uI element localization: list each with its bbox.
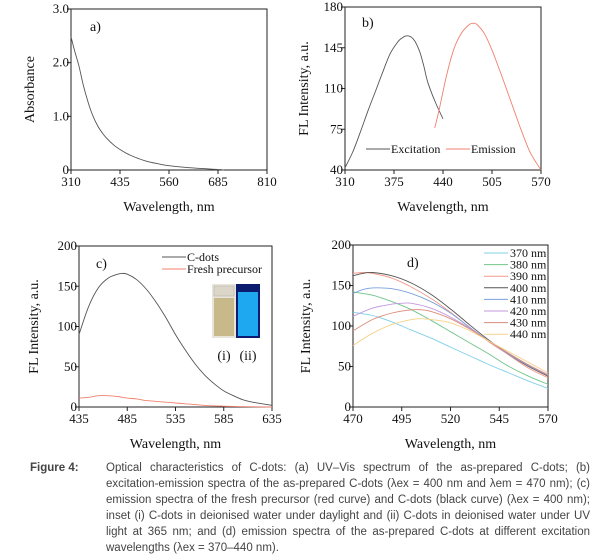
vial-i [214,298,234,336]
y-tick-label: 150 [332,278,352,293]
x-tick-label: 535 [166,411,186,426]
series-line-uv-vis [70,36,224,171]
legend-label: 430 nm [510,316,547,330]
panel-label: b) [362,16,374,31]
legend-label: 400 nm [510,281,547,295]
series-line-380-nm [352,291,549,385]
y-axis-label: FL Intensity, a.u. [297,41,312,136]
x-tick-label: 635 [262,411,282,426]
y-tick-label: 50 [338,359,351,374]
y-axis-label: Absorbance [23,56,38,123]
y-tick-label: 75 [330,121,343,136]
legend-label: C-dots [187,250,219,264]
series-line-c-dots [78,272,273,406]
series-line-fresh-precursor [78,395,273,408]
vial-i-cap [213,285,235,297]
legend-label: 410 nm [510,292,547,306]
x-tick-label: 485 [118,411,138,426]
x-tick-label: 570 [538,411,558,426]
panel-d: 470 495 520 545 570 0 50 100 150 200 Wavelength, n… [299,237,558,452]
inset-label-ii: (ii) [239,349,256,364]
y-tick-label: 200 [332,237,352,252]
caption-text: Optical characteristics of C-dots: (a) U… [106,462,590,554]
x-tick-label: 560 [159,174,179,189]
series-line-410-nm [352,287,549,376]
series-line-430-nm [352,309,549,376]
x-tick-label: 520 [441,411,461,426]
x-axis-label: Wavelength, nm [397,200,489,215]
panel-a: 310 435 560 685 810 0 1.0 2.0 3.0 Wavelength, nm A… [23,1,277,215]
y-tick-label: 100 [332,318,352,333]
figure-4: 310 435 560 685 810 0 1.0 2.0 3.0 Wavelength, nm A… [23,0,558,452]
legend-label: 420 nm [510,304,547,318]
caption-label: Figure 4: [30,462,79,474]
panel-c: 435 485 535 585 635 0 50 100 150 200 Wavelength, n… [27,238,282,452]
inset-label-i: (i) [217,349,231,364]
legend-label: Fresh precursor [187,262,262,276]
y-tick-label: 0 [71,399,78,414]
panel-b: 310 375 440 505 570 40 75 110 145 180 Wavelength, … [297,0,551,215]
inset-photo [212,284,260,338]
x-axis-label: Wavelength, nm [405,437,497,452]
legend-label: 390 nm [510,269,547,283]
y-axis-label: FL Intensity, a.u. [299,279,314,374]
series-line-370-nm [352,311,549,389]
x-tick-label: 435 [110,174,130,189]
x-tick-label: 505 [482,174,502,189]
x-tick-label: 570 [531,174,551,189]
x-tick-label: 470 [343,411,363,426]
panel-label: d) [407,256,419,271]
vial-ii [238,292,258,336]
legend-label: Excitation [391,142,440,156]
legend-label: 370 nm [510,246,547,260]
y-tick-label: 0 [345,399,352,414]
y-tick-label: 3.0 [53,1,69,16]
y-tick-label: 1.0 [53,108,69,123]
x-tick-label: 435 [69,411,89,426]
legend-label: Emission [471,142,516,156]
y-tick-label: 150 [58,278,78,293]
x-tick-label: 310 [61,174,81,189]
x-axis-label: Wavelength, nm [123,200,215,215]
x-tick-label: 310 [335,174,355,189]
y-tick-label: 0 [63,162,70,177]
series-line-emission [434,22,542,171]
legend-label: 440 nm [510,327,547,341]
x-tick-label: 810 [257,174,277,189]
y-tick-label: 110 [324,81,343,96]
y-tick-label: 200 [58,238,78,253]
series-line-excitation [344,35,444,168]
x-tick-label: 685 [208,174,228,189]
x-tick-label: 440 [433,174,453,189]
figure-caption: Figure 4: Optical characteristics of C-d… [30,460,590,556]
panel-label: a) [90,20,101,35]
y-tick-label: 180 [324,0,344,14]
y-axis-label: FL Intensity, a.u. [27,279,42,374]
y-tick-label: 145 [324,40,344,55]
x-tick-label: 495 [392,411,412,426]
x-tick-label: 375 [384,174,404,189]
legend-label: 380 nm [510,258,547,272]
y-tick-label: 2.0 [53,55,69,70]
x-axis-label: Wavelength, nm [130,437,222,452]
y-tick-label: 100 [58,319,78,334]
panel-label: c) [96,257,107,272]
series-line-390-nm [352,272,549,379]
y-tick-label: 50 [64,359,77,374]
x-tick-label: 585 [214,411,234,426]
x-tick-label: 545 [490,411,510,426]
series-line-440-nm [352,318,549,374]
y-tick-label: 40 [330,162,343,177]
